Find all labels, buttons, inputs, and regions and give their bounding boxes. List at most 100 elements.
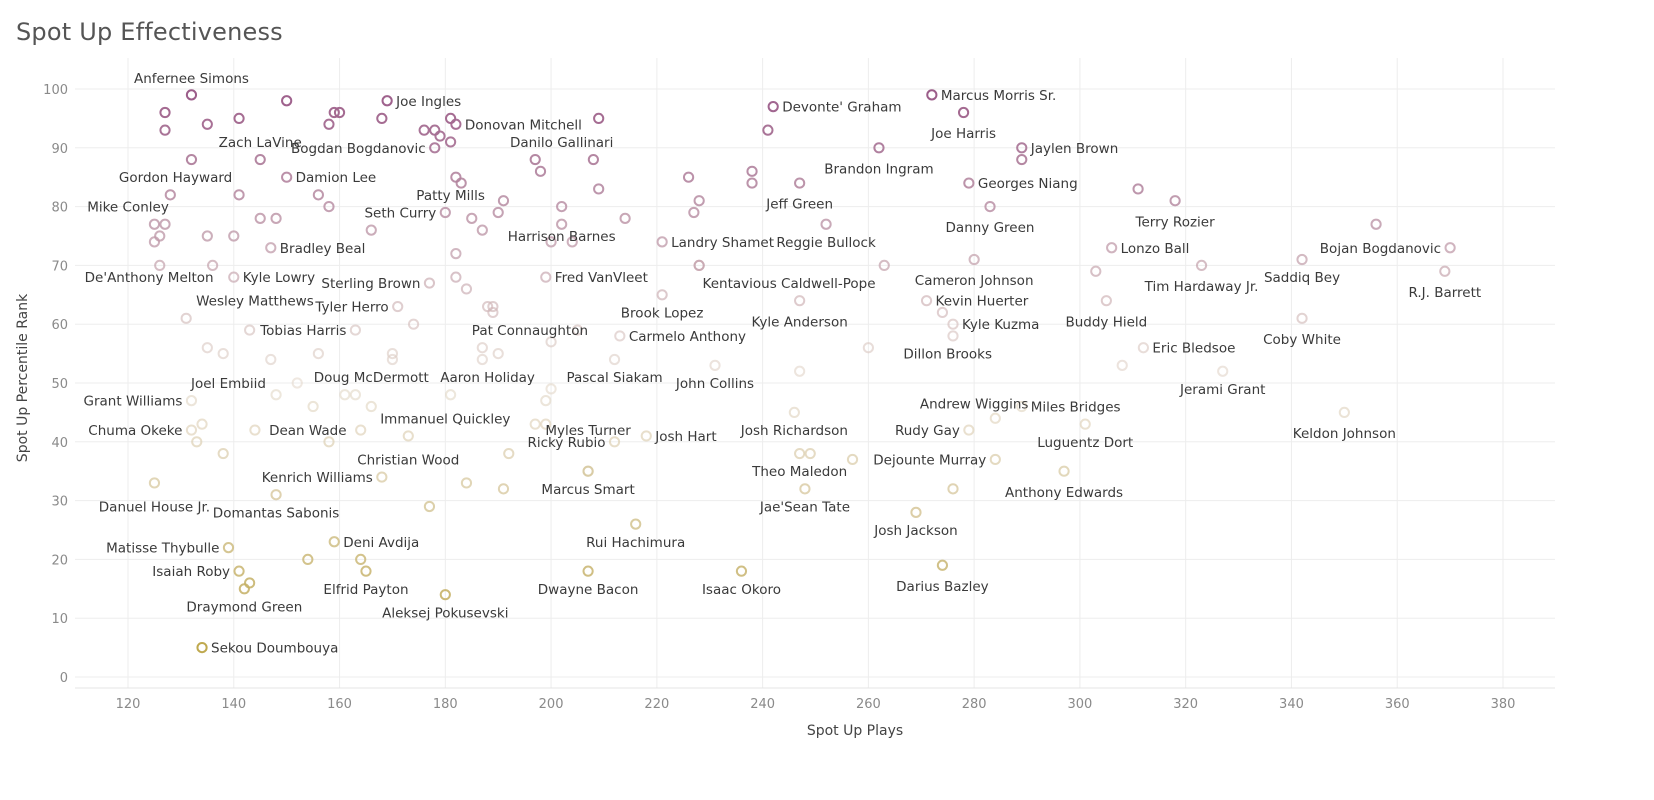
data-point[interactable]: [418, 124, 430, 136]
data-point[interactable]: [429, 124, 441, 136]
data-point[interactable]: [154, 230, 166, 242]
data-point[interactable]: Jeremi Grant: [1217, 365, 1229, 377]
data-point[interactable]: [534, 165, 547, 177]
data-point[interactable]: [693, 195, 705, 207]
data-point[interactable]: [376, 112, 388, 125]
data-point[interactable]: Bradley Beal: [265, 242, 277, 254]
data-point[interactable]: Theo Maledon: [846, 453, 859, 466]
data-point[interactable]: Ricky Rubio: [608, 436, 621, 448]
data-point[interactable]: [323, 436, 335, 448]
data-point[interactable]: Eric Bledsoe: [1137, 342, 1149, 354]
data-point[interactable]: [1370, 218, 1382, 230]
data-point[interactable]: [566, 236, 578, 248]
data-point[interactable]: [466, 212, 478, 224]
data-point[interactable]: [936, 306, 949, 319]
data-point[interactable]: [540, 395, 552, 407]
data-point[interactable]: [492, 206, 504, 219]
data-point[interactable]: [249, 424, 261, 436]
data-point[interactable]: [444, 112, 457, 125]
data-point[interactable]: [312, 189, 324, 201]
data-point[interactable]: Josh Hart: [640, 430, 652, 442]
data-point[interactable]: [402, 430, 414, 442]
data-point[interactable]: Zach LaVine: [254, 153, 266, 166]
data-point[interactable]: [323, 118, 335, 130]
data-point[interactable]: Matisse Thybulle: [222, 542, 235, 554]
data-point[interactable]: Rui Hachimura: [630, 518, 642, 530]
data-point[interactable]: [423, 500, 436, 513]
data-point[interactable]: [497, 195, 510, 207]
data-point[interactable]: Georges Niang: [963, 177, 975, 189]
data-point[interactable]: [460, 477, 473, 489]
data-point[interactable]: Joel Embiid: [291, 377, 303, 389]
data-point[interactable]: Sekou Doumbouya: [196, 642, 208, 654]
data-point[interactable]: [233, 112, 245, 125]
data-point[interactable]: Kyle Lowry: [228, 271, 240, 283]
data-point[interactable]: [1090, 265, 1102, 277]
data-point[interactable]: Pascal Siakam: [608, 353, 621, 366]
data-point[interactable]: [365, 224, 377, 236]
data-point[interactable]: Kevin Huerter: [920, 295, 933, 307]
data-point[interactable]: Gordon Hayward: [164, 189, 176, 201]
data-point[interactable]: Marcus Smart: [582, 465, 594, 477]
data-point[interactable]: [450, 248, 462, 260]
data-point[interactable]: Carmelo Anthony: [614, 330, 626, 342]
data-point[interactable]: [254, 212, 266, 224]
data-point[interactable]: [476, 224, 488, 236]
data-point[interactable]: [487, 300, 499, 313]
data-point[interactable]: [185, 153, 198, 166]
data-point[interactable]: Elfrid Payton: [360, 565, 372, 577]
data-point[interactable]: [233, 189, 245, 201]
data-point[interactable]: Jaylen Brown: [1016, 142, 1028, 154]
data-point[interactable]: [159, 218, 171, 230]
data-point[interactable]: Terry Rozier: [1169, 195, 1181, 207]
data-point[interactable]: [492, 348, 504, 360]
data-point[interactable]: Donovan Mitchell: [450, 118, 462, 130]
data-point[interactable]: Sterling Brown: [423, 277, 436, 289]
data-point[interactable]: Anthony Edwards: [1058, 465, 1070, 477]
data-point[interactable]: [270, 389, 282, 401]
data-point[interactable]: [386, 348, 399, 360]
data-point[interactable]: [196, 418, 208, 430]
data-point[interactable]: [207, 259, 219, 271]
data-point[interactable]: [228, 230, 240, 242]
data-point[interactable]: [281, 95, 293, 107]
data-point[interactable]: [307, 400, 319, 413]
data-point[interactable]: [339, 389, 351, 401]
data-point[interactable]: [476, 353, 488, 366]
data-point[interactable]: [349, 389, 362, 401]
data-point[interactable]: Josh Richardson: [788, 406, 800, 418]
data-point[interactable]: [244, 324, 256, 336]
data-point[interactable]: Isaiah Roby: [233, 565, 245, 577]
data-point[interactable]: Tyler Herro: [392, 300, 404, 313]
data-point[interactable]: Harrison Barnes: [556, 218, 568, 230]
data-point[interactable]: [545, 236, 557, 248]
data-point[interactable]: Grant Williams: [185, 395, 198, 407]
data-point[interactable]: [688, 206, 700, 219]
data-point[interactable]: [444, 136, 457, 148]
data-point[interactable]: [244, 577, 256, 589]
data-point[interactable]: R.J. Barrett: [1439, 265, 1451, 277]
data-point[interactable]: Wesley Matthews: [180, 312, 192, 324]
data-point[interactable]: [862, 342, 874, 354]
data-point[interactable]: [323, 201, 335, 213]
data-point[interactable]: [201, 230, 213, 242]
data-point[interactable]: Deni Avdija: [328, 536, 340, 548]
data-point[interactable]: Bogdan Bogdanovic: [429, 142, 441, 154]
data-point[interactable]: [148, 236, 161, 248]
data-point[interactable]: Cameron Johnson: [968, 253, 980, 266]
data-point[interactable]: Christian Wood: [503, 447, 515, 460]
data-point[interactable]: Fred VanVleet: [540, 271, 552, 283]
data-point[interactable]: Pat Connaughton: [545, 336, 557, 348]
data-point[interactable]: Tobias Harris: [349, 324, 362, 336]
data-point[interactable]: Coby White: [1296, 312, 1308, 324]
data-point[interactable]: Danilo Gallinari: [587, 153, 599, 166]
data-point[interactable]: Kyle Anderson: [794, 295, 806, 307]
data-point[interactable]: [159, 106, 171, 119]
data-point[interactable]: Saddiq Bey: [1296, 253, 1308, 266]
data-point[interactable]: Luguentz Dort: [1079, 418, 1091, 430]
data-point[interactable]: [762, 124, 774, 136]
data-point[interactable]: [201, 342, 213, 354]
data-point[interactable]: Brook Lopez: [656, 289, 668, 301]
data-point[interactable]: [217, 447, 229, 460]
data-point[interactable]: Aleksej Pokusevski: [439, 589, 451, 601]
